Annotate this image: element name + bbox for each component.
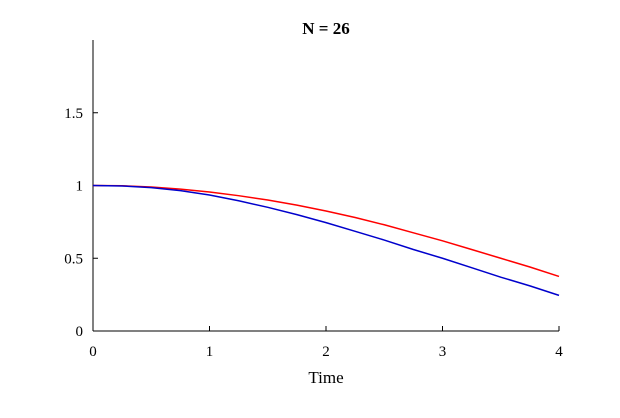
- y-tick-label: 0: [76, 324, 84, 340]
- x-tick-label: 3: [439, 344, 447, 360]
- x-tick-label: 0: [89, 344, 97, 360]
- x-tick-label: 1: [206, 344, 214, 360]
- x-axis-label: Time: [308, 368, 343, 387]
- y-tick-label: 0.5: [64, 251, 83, 267]
- y-tick-label: 1: [76, 179, 84, 195]
- y-tick-label: 1.5: [64, 106, 83, 122]
- x-tick-label: 2: [322, 344, 330, 360]
- series-layer: [92, 184, 560, 297]
- series-line-1: [92, 184, 560, 278]
- x-tick-label: 4: [555, 344, 563, 360]
- ticks-layer: 0 1 2 3 4 0 0.5 1 1.5: [64, 106, 563, 360]
- series-line-2: [92, 184, 560, 297]
- chart-title: N = 26: [302, 19, 349, 38]
